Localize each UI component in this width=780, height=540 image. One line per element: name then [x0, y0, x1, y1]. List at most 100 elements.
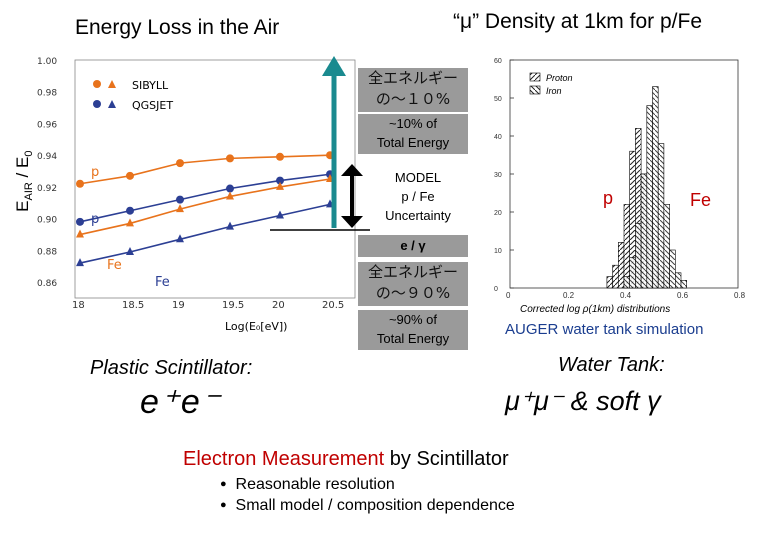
- hist-bar-proton: [606, 276, 613, 289]
- data-point: [276, 152, 284, 161]
- hist-y-tick-label: 40: [494, 134, 502, 141]
- data-point: [276, 210, 284, 219]
- data-point: [176, 234, 184, 243]
- electron-measurement-highlight: Electron Measurement: [183, 448, 385, 470]
- bullet-2: ● Small model / composition dependence: [220, 497, 515, 514]
- histogram-caption: AUGER water tank simulation: [505, 321, 704, 338]
- teal-arrow: [305, 52, 361, 228]
- hist-legend-proton-swatch: [529, 72, 541, 82]
- jp-label-bottom: 全エネルギー の～９０%: [358, 262, 468, 306]
- hist-y-tick-label: 30: [494, 172, 502, 179]
- series-line-0: [79, 154, 331, 185]
- hist-bar-iron: [646, 105, 653, 289]
- label-fe-qgsjet: Fe: [155, 275, 170, 290]
- model-uncertainty-label: MODEL p / Fe Uncertainty: [385, 170, 451, 223]
- y-tick-label: 0.94: [37, 152, 57, 162]
- hist-legend-proton: Proton: [546, 73, 573, 83]
- hist-bar-proton: [623, 204, 630, 289]
- hist-x-tick-label: 0.2: [563, 291, 575, 300]
- data-point: [226, 221, 234, 230]
- e-gamma-label: e / γ: [358, 235, 468, 257]
- data-point: [126, 246, 134, 255]
- legend-marker-sibyll-triangle: [108, 80, 116, 88]
- data-point: [76, 217, 84, 226]
- histogram-xlabel: Corrected log ρ(1km) distributions: [520, 304, 670, 315]
- water-particles: μ⁺μ⁻ & soft γ: [505, 386, 661, 416]
- y-tick-label: 0.92: [37, 184, 57, 194]
- hist-bar-iron: [675, 272, 682, 289]
- y-tick-label: 0.88: [37, 247, 57, 257]
- x-tick-label: 20.5: [322, 300, 344, 310]
- hist-label-p: p: [603, 188, 614, 208]
- data-point: [76, 258, 84, 267]
- data-point: [126, 206, 134, 215]
- plastic-particles: e⁺e⁻: [140, 383, 222, 421]
- hist-bar-iron: [623, 276, 630, 289]
- x-tick-label: 20: [272, 300, 285, 310]
- hist-bar-iron: [635, 223, 642, 289]
- left-chart-xlabel: Log(E₀[eV]): [225, 320, 288, 333]
- legend-marker-qgsjet-triangle: [108, 100, 116, 108]
- data-point: [76, 179, 84, 188]
- legend-marker-qgsjet-circle: [93, 100, 101, 108]
- data-point: [126, 218, 134, 227]
- hist-y-tick-label: 10: [494, 248, 502, 255]
- data-point: [176, 204, 184, 213]
- electron-measurement-rest: by Scintillator: [384, 448, 509, 470]
- water-tank-title: Water Tank:: [558, 354, 665, 376]
- plastic-scintillator-title: Plastic Scintillator:: [90, 357, 253, 379]
- bullet-1: ● Reasonable resolution: [220, 476, 395, 493]
- hist-bar-iron: [669, 249, 676, 289]
- data-point: [226, 191, 234, 200]
- box-bottom-energy: ~90% of Total Energy: [358, 310, 468, 350]
- data-point: [176, 195, 184, 204]
- data-point: [226, 184, 234, 193]
- x-tick-label: 19.5: [222, 300, 244, 310]
- hist-y-tick-label: 20: [494, 210, 502, 217]
- x-tick-label: 18.5: [122, 300, 144, 310]
- label-fe-sibyll: Fe: [107, 258, 122, 273]
- hist-x-tick-label: 0.4: [620, 291, 632, 300]
- data-point: [226, 154, 234, 163]
- hist-bar-iron: [629, 257, 636, 289]
- hist-bar-iron: [652, 86, 659, 289]
- hist-legend-iron: Iron: [546, 86, 562, 96]
- y-tick-labels: 1.00 0.98 0.96 0.94 0.92 0.90 0.88 0.86: [37, 57, 57, 289]
- chart-frame: [74, 59, 356, 299]
- data-point: [176, 159, 184, 168]
- hist-y-tick-label: 60: [494, 58, 502, 65]
- series-line-3: [79, 203, 331, 264]
- hist-legend-iron-swatch: [529, 85, 541, 95]
- legend-qgsjet: QGSJET: [132, 99, 173, 112]
- data-point: [276, 181, 284, 190]
- hist-x-tick-label: 0.6: [677, 291, 689, 300]
- series-line-2: [79, 178, 331, 236]
- legend-marker-sibyll-circle: [93, 80, 101, 88]
- data-point: [276, 176, 284, 185]
- histogram-x-ticks: 0 0.2 0.4 0.6 0.8: [506, 291, 746, 300]
- hist-x-tick-label: 0.8: [734, 291, 746, 300]
- legend-sibyll: SIBYLL: [132, 79, 169, 92]
- y-tick-label: 1.00: [37, 57, 57, 67]
- hist-y-tick-label: 50: [494, 96, 502, 103]
- energy-loss-chart: 1.000.980.960.940.920.900.880.86 18 18.5 1…: [37, 57, 356, 310]
- uncertainty-arrow: [337, 162, 367, 235]
- x-tick-label: 18: [72, 300, 85, 310]
- box-top-energy: ~10% of Total Energy: [358, 114, 468, 154]
- left-title: Energy Loss in the Air: [75, 16, 280, 39]
- hist-bar-iron: [680, 280, 687, 289]
- hist-bar-iron: [640, 173, 648, 289]
- jp-label-top: 全エネルギー の～１０%: [358, 68, 468, 112]
- hist-x-tick-label: 0: [506, 291, 511, 300]
- x-tick-labels: 18 18.5 19 19.5 20 20.5: [72, 300, 344, 310]
- label-p-sibyll: p: [91, 165, 99, 180]
- electron-measurement-line: Electron Measurement by Scintillator: [183, 448, 509, 471]
- hist-label-fe: Fe: [690, 190, 712, 210]
- y-tick-label: 0.90: [37, 216, 57, 226]
- label-p-qgsjet: p: [91, 212, 99, 227]
- y-tick-label: 0.98: [37, 89, 57, 99]
- hist-bar-proton: [612, 264, 619, 289]
- hist-bar-iron: [657, 143, 665, 289]
- y-tick-label: 0.96: [37, 120, 57, 130]
